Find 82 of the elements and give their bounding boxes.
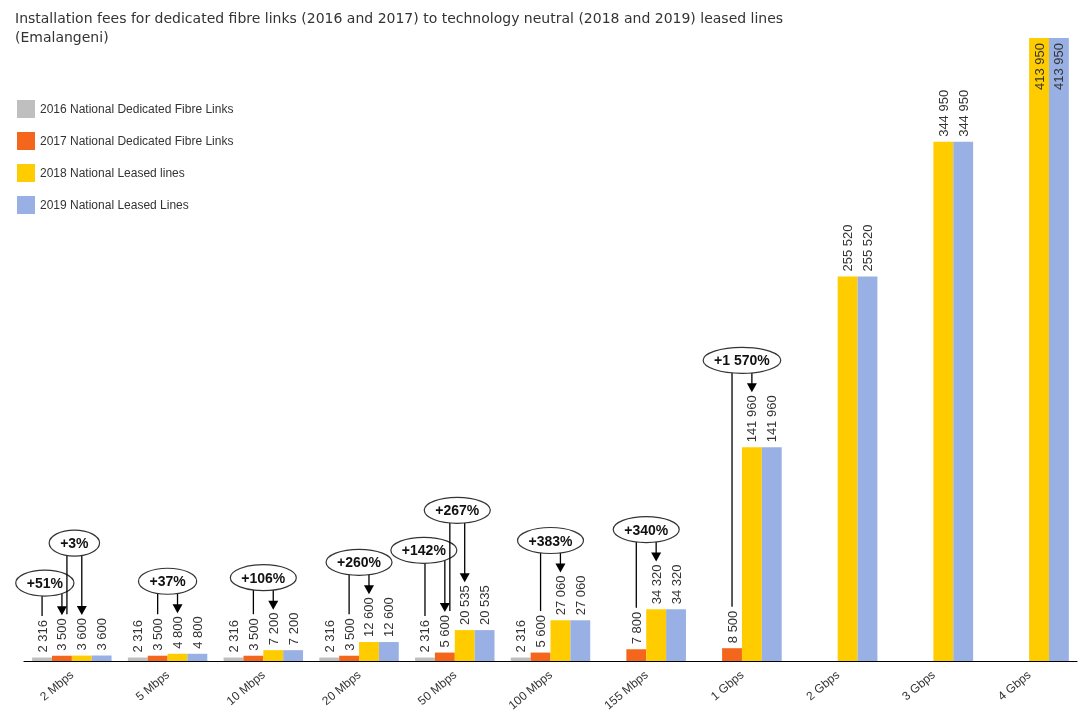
data-label: 12 600: [381, 597, 397, 638]
legend-label: 2019 National Leased Lines: [40, 198, 189, 212]
data-label: 3 500: [54, 618, 70, 651]
data-label: 4 800: [170, 616, 186, 649]
annotation: +1 570%: [714, 352, 771, 369]
data-label: 27 060: [552, 575, 568, 616]
data-label: 34 320: [648, 564, 664, 605]
data-label: 2 316: [226, 619, 242, 653]
data-label: 12 600: [361, 597, 377, 638]
bar: [666, 609, 686, 661]
bar: [359, 642, 379, 661]
bar: [741, 447, 762, 661]
data-label: 7 800: [628, 611, 644, 645]
bar: [1029, 38, 1049, 661]
data-label: 5 600: [533, 615, 549, 648]
data-label: 5 600: [437, 615, 453, 648]
data-label: 20 535: [457, 585, 473, 626]
data-label: 3 500: [245, 618, 261, 651]
chart-title: Installation fees for dedicated fibre links (2016 and 2017) to technology neutral (2018 and 2019) leased lines: [15, 10, 784, 26]
bar: [52, 655, 72, 661]
bar: [339, 655, 360, 661]
data-label: 344 950: [935, 89, 951, 137]
bar: [474, 630, 495, 661]
data-label: 34 320: [668, 564, 684, 605]
chart-subtitle: (Emalangeni): [15, 29, 109, 45]
data-label: 344 950: [955, 89, 971, 137]
bar: [91, 655, 112, 661]
data-label: 141 960: [764, 395, 780, 443]
legend-label: 2018 National Leased lines: [40, 166, 185, 180]
data-label: 3 500: [150, 618, 166, 651]
data-label: 255 520: [840, 224, 856, 272]
legend-label: 2016 National Dedicated Fibre Links: [40, 102, 234, 116]
bar: [953, 141, 974, 661]
annotation: +3%: [60, 535, 90, 552]
data-label: 7 200: [265, 612, 281, 646]
annotation: +383%: [528, 532, 574, 549]
bar: [646, 609, 667, 661]
bar: [722, 648, 742, 661]
bar: [243, 655, 264, 661]
data-label: 2 316: [130, 619, 146, 653]
bar: [1049, 38, 1069, 661]
annotation: +260%: [337, 554, 382, 571]
bar: [550, 620, 571, 661]
bar: [761, 447, 782, 661]
data-label: 3 600: [94, 618, 110, 651]
data-label: 2 316: [321, 619, 337, 653]
data-label: 2 316: [417, 619, 433, 653]
data-label: 413 950: [1031, 43, 1047, 90]
annotation: +51%: [26, 575, 64, 592]
data-label: 3 500: [341, 618, 357, 651]
bar: [147, 655, 168, 661]
data-label: 4 800: [189, 616, 205, 649]
data-label: 7 200: [285, 612, 301, 646]
bar: [167, 653, 188, 661]
data-label: 2 316: [513, 619, 529, 653]
data-label: 141 960: [744, 395, 760, 443]
data-label: 413 950: [1051, 43, 1067, 90]
bar: [626, 649, 647, 661]
bar: [837, 276, 858, 661]
data-label: 3 600: [74, 618, 90, 651]
bar: [263, 650, 284, 661]
bar: [283, 650, 304, 661]
annotation: +142%: [401, 542, 447, 559]
bar: [933, 141, 954, 661]
data-label: 8 500: [724, 610, 740, 644]
bar: [570, 620, 591, 661]
bar: [454, 630, 475, 661]
data-label: 27 060: [572, 575, 588, 616]
annotation: +267%: [435, 502, 480, 519]
data-label: 20 535: [477, 585, 493, 626]
bar: [530, 652, 551, 661]
bar: [187, 653, 208, 661]
bar: [857, 276, 878, 661]
bar: [378, 642, 399, 661]
data-label: 255 520: [859, 224, 875, 272]
annotation: +106%: [241, 569, 286, 586]
bar: [71, 655, 92, 661]
legend-label: 2017 National Dedicated Fibre Links: [40, 134, 234, 148]
bar: [434, 652, 455, 661]
annotation: +340%: [624, 521, 669, 538]
data-label: 2 316: [34, 619, 50, 653]
annotation: +37%: [149, 573, 187, 590]
